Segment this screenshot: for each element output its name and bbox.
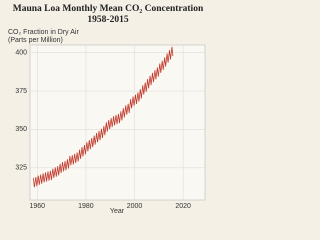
x-tick-label: 1960	[30, 203, 46, 210]
chart-subtitle: 1958-2015	[87, 15, 128, 25]
x-tick-label: 1980	[78, 203, 94, 210]
x-tick-label: 2020	[175, 203, 191, 210]
y-axis-label: CO₂ Fraction in Dry Air	[8, 29, 79, 36]
page: Mauna Loa Monthly Mean CO₂ Concentration…	[8, 4, 206, 215]
y-axis-label: (Parts per Million)	[8, 37, 63, 44]
chart-title: Mauna Loa Monthly Mean CO₂ Concentration	[13, 4, 204, 14]
x-tick-label: 2000	[127, 203, 143, 210]
y-tick-label: 350	[15, 126, 27, 133]
y-tick-label: 325	[15, 165, 27, 172]
data-line	[33, 46, 174, 188]
chart: Mauna Loa Monthly Mean CO₂ Concentration…	[8, 4, 206, 215]
y-tick-label: 400	[15, 50, 27, 57]
y-tick-label: 375	[15, 88, 27, 95]
x-axis-label: Year	[110, 208, 125, 215]
